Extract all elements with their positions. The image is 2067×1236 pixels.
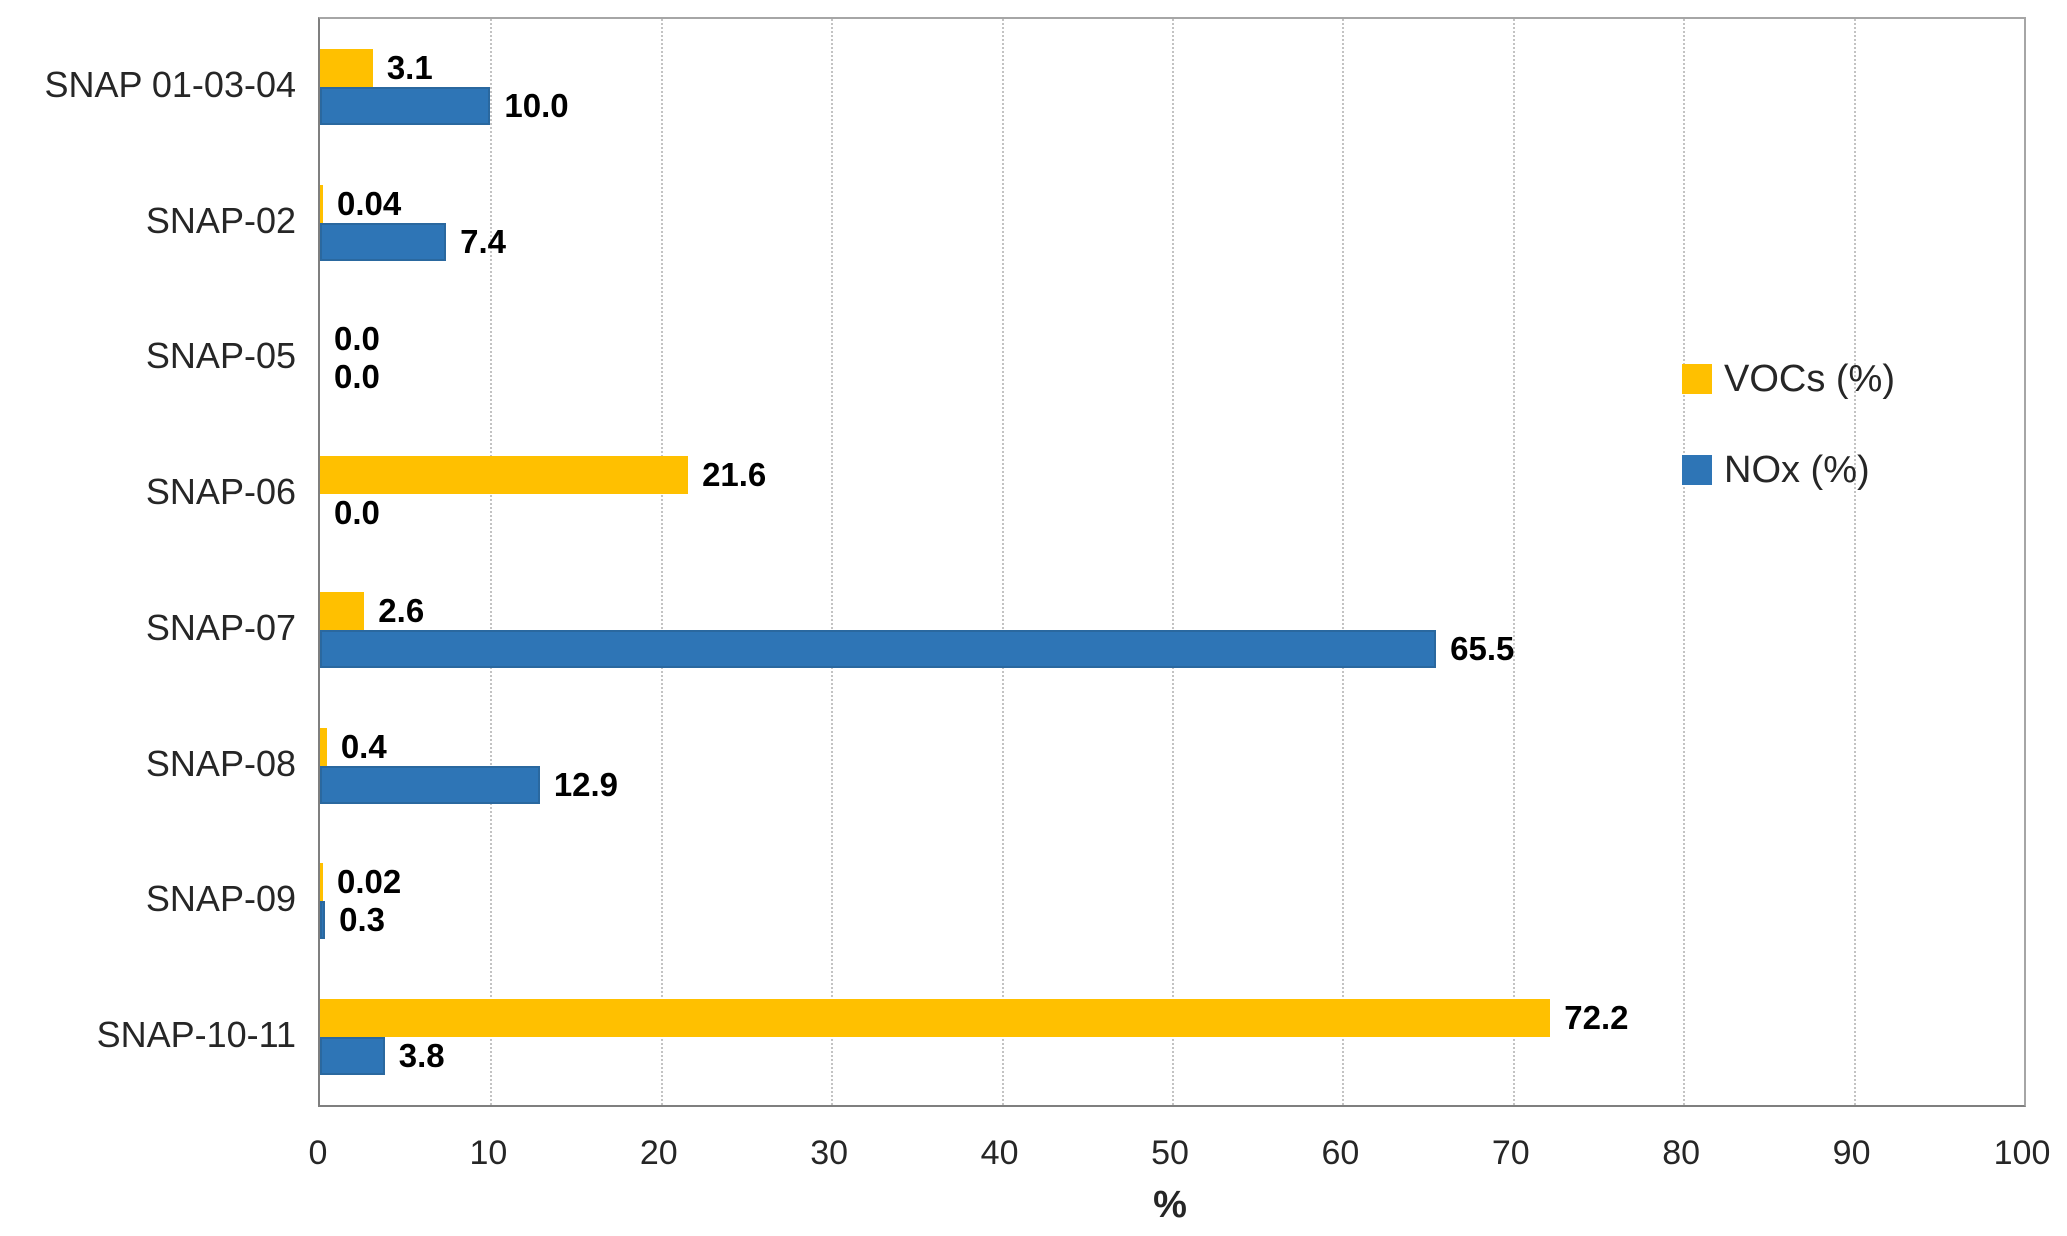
nox-value-label-2: 7.4 xyxy=(460,222,506,260)
gridline-70 xyxy=(1512,19,1515,1105)
x-tick-label-0: 0 xyxy=(308,1134,328,1172)
nox-value-label-7: 0.3 xyxy=(339,901,385,939)
vocs-value-label-5: 2.6 xyxy=(378,591,425,629)
x-tick-label-10: 10 xyxy=(469,1134,508,1172)
category-label-4: SNAP-06 xyxy=(145,471,296,513)
nox-bar-7 xyxy=(320,901,326,940)
vocs-bar-5 xyxy=(320,591,365,630)
vocs-bar-2 xyxy=(320,184,323,223)
x-axis-title: % xyxy=(1153,1184,1187,1226)
legend-label-nox: NOx (%) xyxy=(1724,448,1870,491)
nox-value-label-1: 10.0 xyxy=(504,86,569,124)
gridline-60 xyxy=(1342,19,1345,1105)
x-tick-label-70: 70 xyxy=(1491,1134,1530,1172)
vocs-value-label-7: 0.02 xyxy=(337,863,402,901)
vocs-value-label-6: 0.4 xyxy=(340,727,387,765)
x-tick-label-90: 90 xyxy=(1832,1134,1871,1172)
category-label-7: SNAP-09 xyxy=(145,878,296,920)
x-tick-label-100: 100 xyxy=(1993,1134,2051,1172)
x-tick-label-50: 50 xyxy=(1151,1134,1189,1172)
vocs-bar-7 xyxy=(320,863,323,902)
plot-area: 3.1 10.0 0.04 7.4 0.0 0.0 21.6 0.0 2.6 65.5 0.4 12.… xyxy=(318,17,2026,1107)
vocs-bar-8 xyxy=(320,999,1551,1038)
legend-label-vocs: VOCs (%) xyxy=(1724,357,1895,400)
vocs-value-label-4: 21.6 xyxy=(702,456,767,494)
gridline-30 xyxy=(831,19,834,1105)
x-tick-label-40: 40 xyxy=(980,1134,1019,1172)
nox-bar-8 xyxy=(320,1037,385,1076)
nox-bar-5 xyxy=(320,629,1437,668)
nox-swatch-icon xyxy=(1682,455,1712,485)
vocs-bar-4 xyxy=(320,456,689,495)
gridline-10 xyxy=(490,19,493,1105)
legend: VOCs (%) NOx (%) xyxy=(1682,358,1895,540)
x-tick-label-80: 80 xyxy=(1662,1134,1701,1172)
gridline-20 xyxy=(660,19,663,1105)
gridline-40 xyxy=(1001,19,1004,1105)
category-label-5: SNAP-07 xyxy=(145,606,296,648)
category-label-6: SNAP-08 xyxy=(145,742,296,784)
legend-item-vocs: VOCs (%) xyxy=(1682,358,1895,400)
nox-bar-2 xyxy=(320,222,447,261)
gridline-80 xyxy=(1683,19,1686,1105)
category-label-8: SNAP-10-11 xyxy=(96,1014,296,1056)
x-tick-label-60: 60 xyxy=(1321,1134,1360,1172)
vocs-swatch-icon xyxy=(1682,364,1712,394)
vocs-value-label-3: 0.0 xyxy=(334,320,380,358)
vocs-value-label-8: 72.2 xyxy=(1564,999,1629,1037)
vocs-value-label-2: 0.04 xyxy=(337,184,402,222)
category-label-3: SNAP-05 xyxy=(145,335,296,377)
vocs-bar-6 xyxy=(320,727,327,766)
gridline-50 xyxy=(1172,19,1174,1105)
nox-value-label-3: 0.0 xyxy=(334,358,380,396)
gridline-90 xyxy=(1853,19,1856,1105)
x-tick-label-20: 20 xyxy=(639,1134,678,1172)
vocs-value-label-1: 3.1 xyxy=(386,48,433,86)
nox-value-label-8: 3.8 xyxy=(398,1037,445,1075)
nox-bar-6 xyxy=(320,765,540,804)
nox-value-label-5: 65.5 xyxy=(1450,629,1515,667)
legend-item-nox: NOx (%) xyxy=(1682,449,1895,491)
vocs-bar-1 xyxy=(320,48,373,87)
category-label-1: SNAP 01-03-04 xyxy=(44,63,297,105)
nox-value-label-4: 0.0 xyxy=(334,494,380,532)
x-tick-label-30: 30 xyxy=(810,1134,849,1172)
nox-value-label-6: 12.9 xyxy=(553,765,619,803)
category-label-2: SNAP-02 xyxy=(145,199,296,241)
nox-bar-1 xyxy=(320,86,491,125)
